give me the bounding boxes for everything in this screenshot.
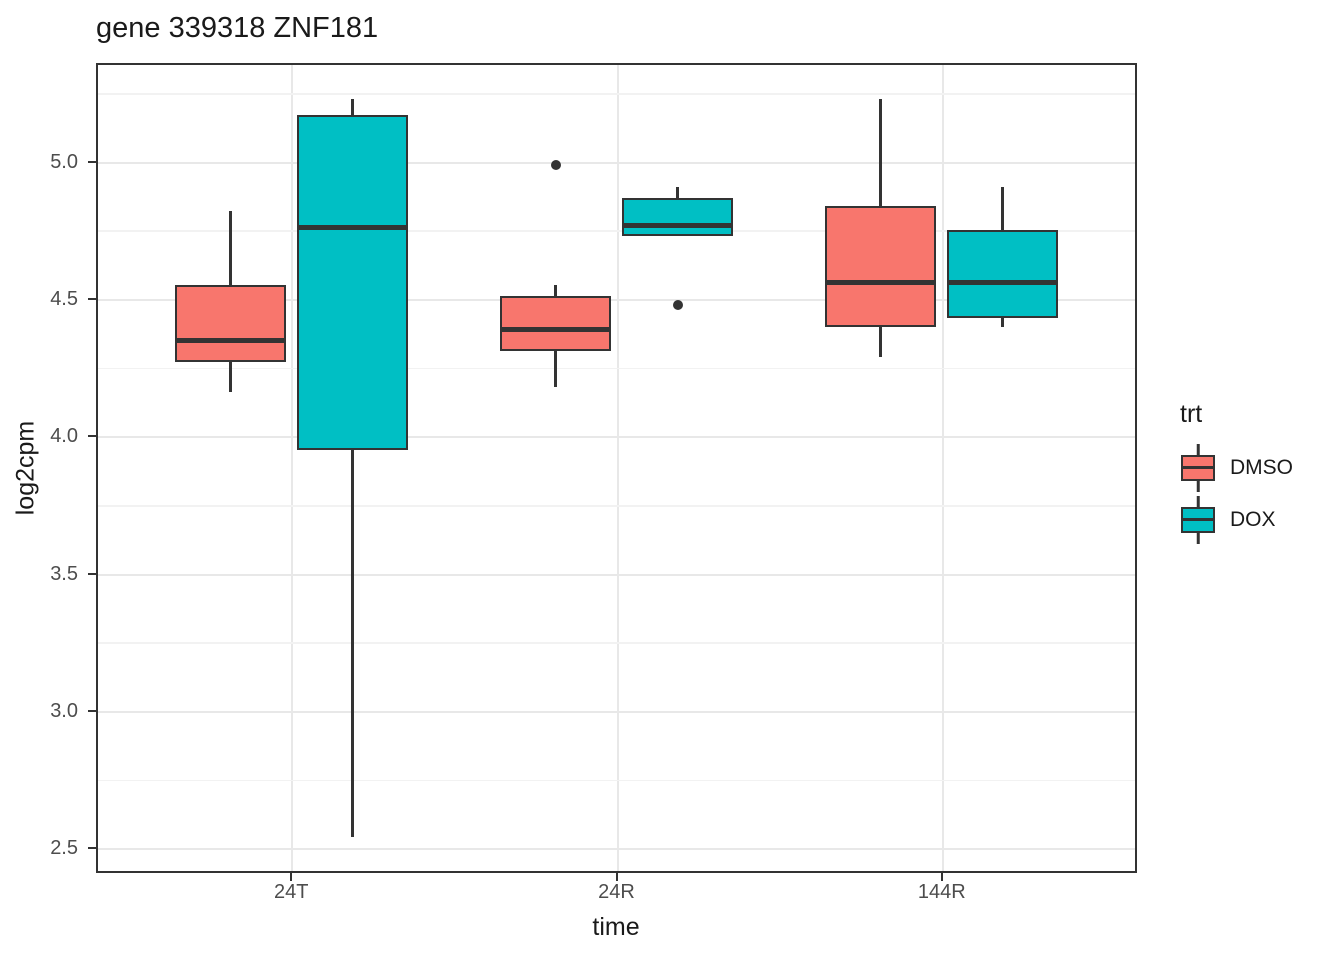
legend-label: DOX xyxy=(1230,508,1276,531)
y-axis-tick-label: 4.0 xyxy=(50,425,78,448)
y-axis-tick xyxy=(88,160,96,163)
y-axis-tick-label: 3.5 xyxy=(50,562,78,585)
x-axis-tick xyxy=(290,873,293,881)
legend-label: DMSO xyxy=(1230,456,1293,479)
plot-panel xyxy=(96,63,1137,873)
y-axis-tick-label: 3.0 xyxy=(50,700,78,722)
boxplot-box-dox-24R xyxy=(622,197,733,236)
x-gridline-major xyxy=(616,65,619,871)
y-gridline-major xyxy=(98,711,1135,713)
boxplot-median xyxy=(500,326,611,332)
y-gridline-major xyxy=(98,436,1135,439)
legend-key-whisker-top xyxy=(1196,444,1200,455)
legend-key-median xyxy=(1181,518,1215,521)
legend-entry-dox: DOX xyxy=(1180,495,1293,545)
boxplot-box-dox-144R xyxy=(947,230,1059,319)
boxplot-whisker xyxy=(350,98,354,838)
y-axis-tick xyxy=(88,710,96,712)
legend-entry-dmso: DMSO xyxy=(1180,443,1293,493)
boxplot-median xyxy=(296,225,408,231)
x-axis-tick-label: 24R xyxy=(598,881,635,903)
legend-key-boxplot-glyph xyxy=(1180,496,1216,544)
y-gridline-minor xyxy=(98,367,1135,370)
y-axis-tick xyxy=(88,435,96,438)
boxplot-box-dmso-24R xyxy=(500,296,611,352)
legend-key-boxplot-glyph xyxy=(1180,444,1216,492)
y-gridline-major xyxy=(98,573,1135,576)
y-gridline-minor xyxy=(98,230,1135,232)
y-axis-tick-label: 2.5 xyxy=(50,837,78,860)
x-gridline-major xyxy=(941,65,944,871)
legend-key-median xyxy=(1181,466,1215,469)
boxplot-box-dmso-144R xyxy=(825,205,937,327)
boxplot-median xyxy=(825,280,937,286)
x-axis-tick xyxy=(615,873,618,881)
legend-title: trt xyxy=(1180,400,1203,428)
y-gridline-minor xyxy=(98,505,1135,507)
boxplot-median xyxy=(622,222,733,228)
chart-title: gene 339318 ZNF181 xyxy=(96,12,379,44)
y-axis-tick xyxy=(88,298,96,301)
x-axis-tick xyxy=(940,873,943,881)
legend-key-whisker-bottom xyxy=(1196,481,1200,492)
legend-entries: DMSO DOX xyxy=(1180,443,1293,545)
outlier-point xyxy=(550,159,561,170)
y-gridline-minor xyxy=(98,779,1135,782)
legend-key-whisker-bottom xyxy=(1196,533,1200,544)
y-gridline-minor xyxy=(98,642,1135,644)
y-gridline-minor xyxy=(98,93,1135,95)
legend: trt DMSO DOX xyxy=(1180,400,1293,547)
boxplot-median xyxy=(947,280,1059,286)
boxplot-box-dmso-24T xyxy=(174,285,286,363)
x-axis-title: time xyxy=(592,913,640,941)
y-axis-tick-label: 4.5 xyxy=(50,288,78,311)
y-axis-tick xyxy=(88,572,96,575)
y-axis-tick-label: 5.0 xyxy=(50,150,78,173)
legend-key-whisker-top xyxy=(1196,496,1200,507)
x-gridline-major xyxy=(291,65,294,871)
x-axis-tick-label: 144R xyxy=(917,881,966,903)
outlier-point xyxy=(672,299,683,310)
y-gridline-major xyxy=(98,161,1135,164)
boxplot-box-dox-24T xyxy=(296,115,408,451)
boxplot-median xyxy=(174,337,286,343)
y-gridline-major xyxy=(98,848,1135,851)
y-gridline-major xyxy=(98,299,1135,302)
x-axis-tick-label: 24T xyxy=(273,881,309,903)
y-axis-tick xyxy=(88,847,96,850)
